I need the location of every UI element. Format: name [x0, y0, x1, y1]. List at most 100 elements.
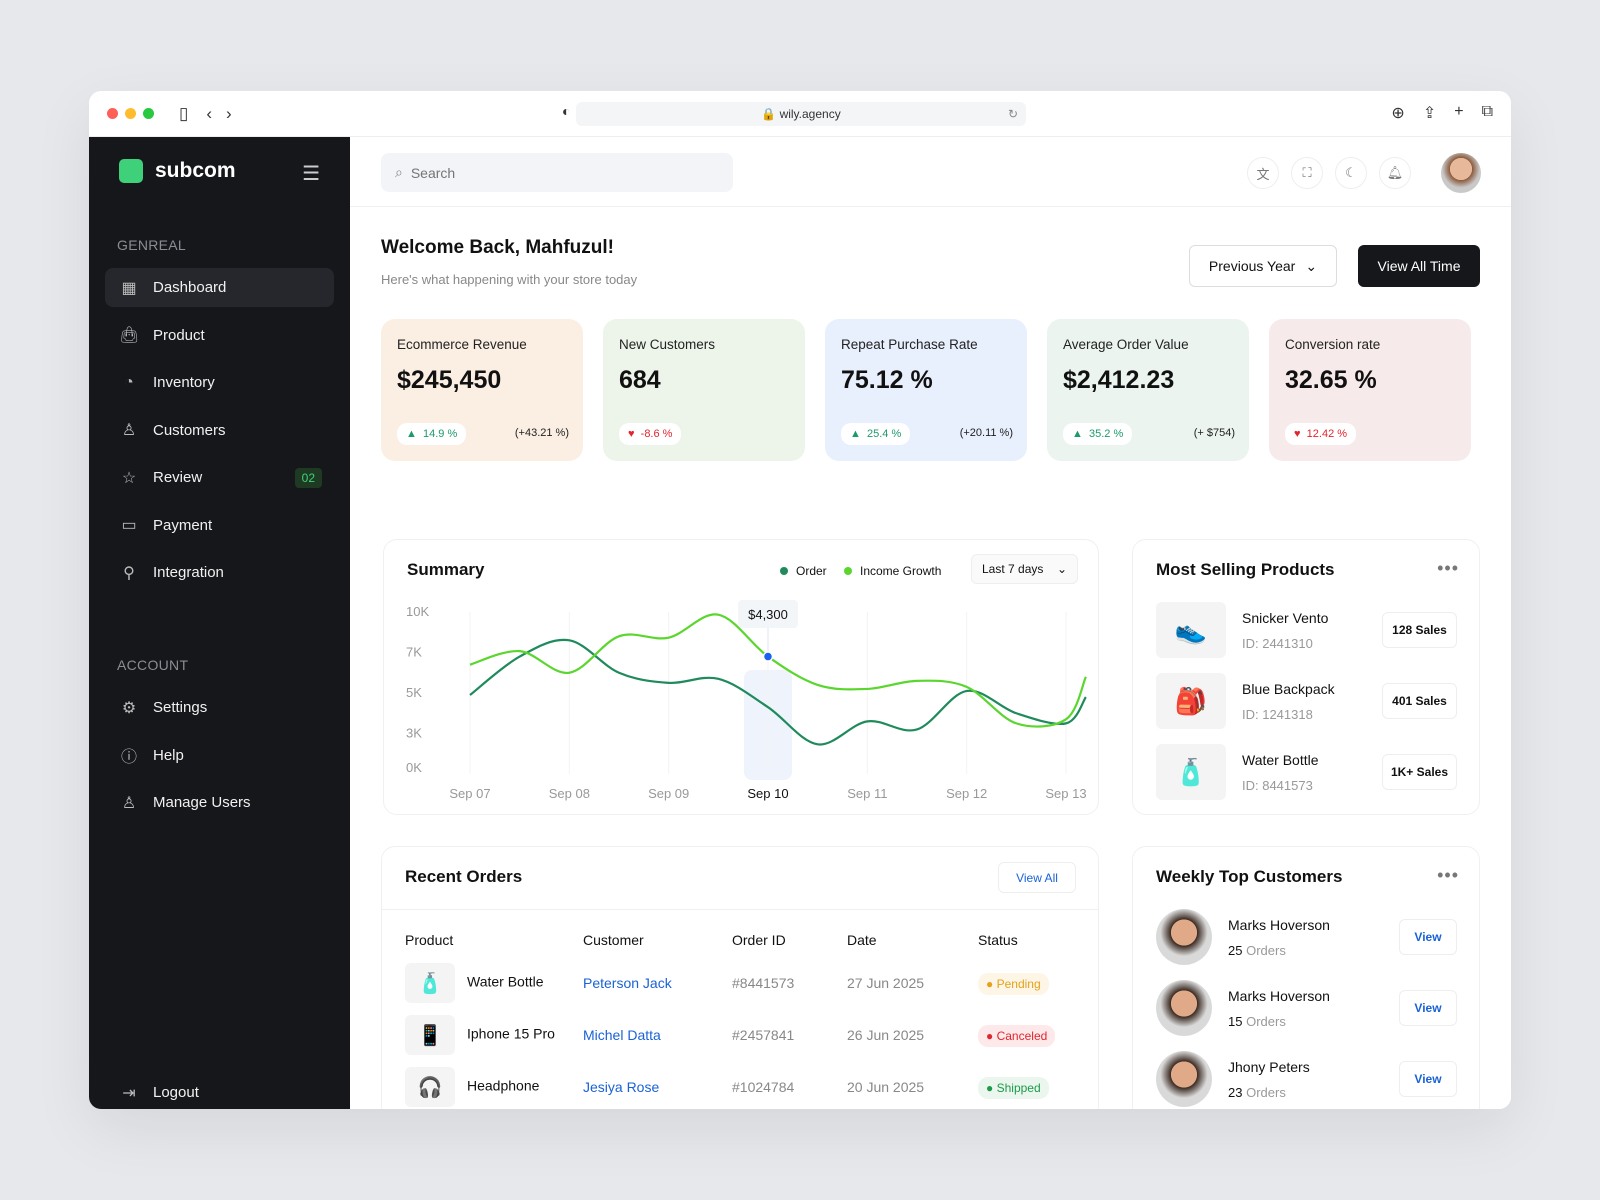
customer-avatar — [1156, 980, 1212, 1036]
avatar[interactable] — [1441, 153, 1481, 193]
sidebar-item-help[interactable]: ⓘ Help — [105, 736, 334, 775]
share-icon[interactable]: ⇪ — [1422, 105, 1437, 122]
more-icon[interactable]: ••• — [1437, 865, 1459, 885]
kpi-title: Ecommerce Revenue — [397, 337, 527, 352]
previous-year-dropdown[interactable]: Previous Year ⌄ — [1189, 245, 1337, 287]
sidebar-item-integration[interactable]: ⚲ Integration — [105, 553, 334, 592]
tabs-icon[interactable]: ⧉ — [1481, 103, 1493, 120]
order-count: 25 — [1228, 942, 1243, 958]
orders-label: Orders — [1246, 1013, 1286, 1029]
forward-icon[interactable]: › — [226, 103, 232, 123]
orders-label: Orders — [1246, 1084, 1286, 1100]
table-row[interactable]: 🧴 Water Bottle Peterson Jack #8441573 27 Jun… — [405, 957, 1078, 1009]
view-customer-button[interactable]: View — [1399, 919, 1457, 955]
close-window-button[interactable] — [107, 108, 118, 119]
logout-button[interactable]: ⇥ Logout — [105, 1073, 334, 1109]
sidebar-item-customers[interactable]: ♙ Customers — [105, 411, 334, 450]
status-badge: ● Canceled — [978, 1025, 1056, 1047]
more-icon[interactable]: ••• — [1437, 558, 1459, 578]
orders-label: Orders — [1246, 942, 1286, 958]
moon-icon[interactable]: ☾ — [1335, 157, 1367, 189]
new-tab-icon[interactable]: + — [1454, 103, 1464, 120]
view-customer-button[interactable]: View — [1399, 1061, 1457, 1097]
top-bar: ⌕ 文 ⛶ ☾ 🔔︎ — [350, 137, 1511, 207]
data-point-marker[interactable] — [762, 651, 774, 662]
bell-icon[interactable]: 🔔︎ — [1379, 157, 1411, 189]
translate-icon[interactable]: 文 — [1247, 157, 1279, 189]
tooltip-value: $4,300 — [748, 607, 788, 622]
range-label: Last 7 days — [982, 562, 1044, 576]
order-date: 26 Jun 2025 — [847, 1027, 925, 1043]
triangle-up-icon: ▲ — [406, 428, 417, 440]
y-tick-label: 10K — [406, 604, 429, 619]
sidebar-item-settings[interactable]: ⚙ Settings — [105, 688, 334, 727]
y-tick-label: 7K — [406, 645, 422, 660]
most-selling-panel: Most Selling Products ••• 👟 Snicker Vento… — [1132, 539, 1480, 815]
range-dropdown[interactable]: Last 7 days ⌄ — [971, 554, 1078, 584]
kpi-value: 32.65 % — [1285, 366, 1377, 394]
kpi-value: 75.12 % — [841, 366, 933, 394]
sidebar-item-payment[interactable]: ▭ Payment — [105, 506, 334, 545]
address-bar[interactable]: 🔒 wily.agency ↻ — [576, 102, 1026, 126]
product-item[interactable]: 🎒 Blue Backpack ID: 1241318 — [1156, 673, 1456, 729]
sidebar-item-dashboard[interactable]: ▦ Dashboard — [105, 268, 334, 307]
star-icon: ☆ — [121, 469, 137, 487]
kpi-change: 35.2 % — [1089, 428, 1124, 440]
kpi-card: New Customers 684 ♥ -8.6 % — [603, 319, 805, 461]
shield-icon[interactable]: ◐ — [562, 103, 571, 119]
table-row[interactable]: 🎧 Headphone Jesiya Rose #1024784 20 Jun 2025… — [405, 1061, 1078, 1109]
sidebar-toggle-icon[interactable]: ▯ — [179, 103, 189, 123]
minimize-window-button[interactable] — [125, 108, 136, 119]
logout-label: Logout — [153, 1084, 199, 1101]
kpi-delta: (+ $754) — [1193, 427, 1235, 439]
summary-title: Summary — [407, 560, 485, 579]
reload-icon[interactable]: ↻ — [1007, 107, 1018, 121]
sidebar-item-product[interactable]: 👜︎ Product — [105, 316, 334, 355]
y-tick-label: 3K — [406, 726, 422, 741]
scan-icon[interactable]: ⛶ — [1291, 157, 1323, 189]
sneaker-icon: 👟 — [1156, 602, 1226, 658]
maximize-window-button[interactable] — [143, 108, 154, 119]
kpi-card: Conversion rate 32.65 % ♥ 12.42 % — [1269, 319, 1471, 461]
view-customer-button[interactable]: View — [1399, 990, 1457, 1026]
product-name: Water Bottle — [467, 973, 544, 990]
kpi-title: Conversion rate — [1285, 337, 1381, 352]
kpi-card: Ecommerce Revenue $245,450 ▲ 14.9 % (+43.21… — [381, 319, 583, 461]
summary-chart: Sep 07 Sep 08 Sep 09 Sep 10 Sep 11 Sep 12 Sep … — [406, 600, 1087, 801]
search-input[interactable] — [410, 164, 711, 181]
product-item[interactable]: 🧴 Water Bottle ID: 8441573 — [1156, 744, 1456, 800]
customer-link[interactable]: Michel Datta — [583, 1027, 661, 1043]
sidebar-item-inventory[interactable]: ◔ Inventory — [105, 363, 334, 402]
customer-link[interactable]: Jesiya Rose — [583, 1079, 660, 1095]
download-icon[interactable]: ⊕ — [1391, 105, 1405, 122]
phone-icon: 📱 — [405, 1015, 455, 1055]
status-text: Shipped — [996, 1081, 1041, 1095]
kpi-card: Repeat Purchase Rate 75.12 % ▲ 25.4 % (+20.… — [825, 319, 1027, 461]
sidebar-item-review[interactable]: ☆ Review 02 — [105, 458, 334, 497]
recent-orders-title: Recent Orders — [405, 867, 523, 886]
customer-link[interactable]: Peterson Jack — [583, 975, 672, 991]
table-row[interactable]: 📱 Iphone 15 Pro Michel Datta #2457841 26 Jun… — [405, 1009, 1078, 1061]
view-all-time-button[interactable]: View All Time — [1358, 245, 1480, 287]
users-icon: ♙ — [121, 794, 137, 812]
view-all-orders-button[interactable]: View All — [998, 862, 1076, 893]
kpi-delta: (+43.21 %) — [514, 427, 569, 439]
customer-item: Marks Hoverson 15 Orders — [1156, 980, 1330, 1036]
sidebar-item-label: Customers — [153, 421, 226, 439]
logo[interactable]: subcom — [119, 159, 236, 183]
menu-icon[interactable]: ☰ — [302, 163, 320, 185]
search-icon: ⌕ — [395, 164, 403, 180]
top-customers-title: Weekly Top Customers — [1156, 867, 1343, 886]
kpi-title: Repeat Purchase Rate — [841, 337, 978, 352]
product-item[interactable]: 👟 Snicker Vento ID: 2441310 — [1156, 602, 1456, 658]
kpi-value: $245,450 — [397, 366, 502, 394]
headphone-icon: 🎧 — [405, 1067, 455, 1107]
search-box[interactable]: ⌕ — [381, 153, 733, 192]
sales-badge: 128 Sales — [1382, 612, 1457, 648]
column-header: Date — [847, 932, 877, 948]
sidebar-item-manage-users[interactable]: ♙ Manage Users — [105, 783, 334, 822]
back-icon[interactable]: ‹ — [206, 103, 213, 123]
sidebar-item-label: Payment — [153, 516, 213, 534]
brand-name: subcom — [155, 159, 236, 182]
product-name: Blue Backpack — [1242, 680, 1335, 697]
